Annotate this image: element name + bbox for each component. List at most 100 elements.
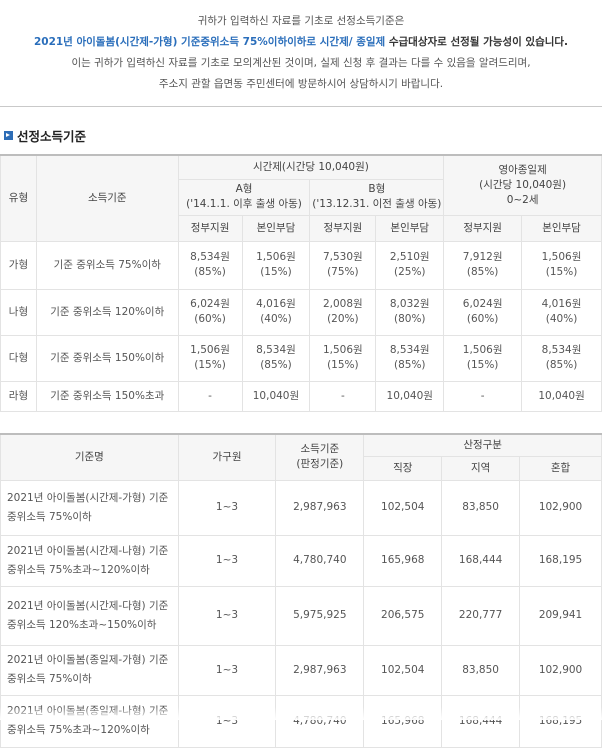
cell-value: 10,040원: [521, 380, 602, 412]
cell-percent: (15%): [260, 266, 292, 278]
header-mixed: 혼합: [519, 455, 602, 481]
row-household: 1~3: [177, 585, 277, 646]
row-income: 2,987,963: [275, 644, 365, 696]
cell-value: 8,534원: [541, 344, 582, 356]
notice-line-2-rest: 수급대상자로 선정될 가능성이 있습니다.: [385, 36, 569, 48]
cell: 2,008원 (20%): [309, 288, 377, 336]
row-income: 4,780,740: [275, 694, 365, 748]
row-household: 1~3: [177, 694, 277, 748]
table-row: 2021년 아이돌봄(종일제-가형) 기준중위소득 75%이하 1~3 2,98…: [0, 644, 602, 696]
header-region: 지역: [441, 455, 521, 481]
row-name: 2021년 아이돌봄(시간제-다형) 기준중위소득 120%초과~150%이하: [0, 585, 179, 646]
cell-percent: (15%): [466, 359, 499, 371]
cell-value: 10,040원: [375, 380, 445, 412]
row-mixed: 102,900: [519, 644, 602, 696]
cell: 8,032원 (80%): [375, 288, 445, 336]
cell-value: 10,040원: [241, 380, 311, 412]
cell-value: 2,510원: [389, 251, 430, 263]
cell-value: 8,534원: [256, 344, 296, 356]
row-type: 라형: [0, 380, 37, 412]
cell-value: -: [443, 380, 523, 412]
table-row: 다형 기준 중위소득 150%이하 1,506원 (15%) 8,534원 (85%…: [0, 334, 602, 382]
cell-value: -: [309, 380, 377, 412]
header-calc: 산정구분: [363, 433, 602, 457]
header-i-gov: 정부지원: [443, 214, 523, 242]
row-name: 2021년 아이돌봄(종일제-나형) 기준중위소득 75%초과~120%이하: [0, 694, 179, 748]
scroll-fade: [0, 707, 602, 720]
standard-amount-table: 기준명 가구원 소득기준 (판정기준) 산정구분 직장 지역 혼합 2021년 …: [0, 433, 602, 748]
row-region: 220,777: [441, 585, 521, 646]
header-i-self: 본인부담: [521, 214, 602, 242]
row-criteria: 기준 중위소득 150%초과: [35, 380, 179, 412]
row-household: 1~3: [177, 479, 277, 536]
header-a-type-title: A형: [235, 183, 253, 195]
cell-value: 7,530원: [322, 251, 363, 263]
header-income-sub: (판정기준): [296, 458, 344, 471]
header-a-self: 본인부담: [241, 214, 311, 242]
row-region: 168,444: [441, 694, 521, 748]
header-infant-rate: (시간당 10,040원): [479, 178, 567, 191]
header-infant: 영아종일제 (시간당 10,040원) 0~2세: [443, 154, 602, 216]
cell-value: 1,506원: [256, 251, 296, 263]
row-region: 168,444: [441, 534, 521, 587]
cell: 1,506원 (15%): [241, 240, 311, 290]
cell: 8,534원 (85%): [375, 334, 445, 382]
notice-line-4: 주소지 관할 읍면동 주민센터에 방문하시어 상담하시기 바랍니다.: [158, 78, 444, 90]
row-region: 83,850: [441, 644, 521, 696]
header-a-gov: 정부지원: [177, 214, 243, 242]
row-work: 206,575: [363, 585, 443, 646]
row-work: 165,968: [363, 694, 443, 748]
cell: 4,016원 (40%): [241, 288, 311, 336]
cell-value: 1,506원: [541, 251, 582, 263]
header-b-type-sub: ('13.12.31. 이전 출생 아동): [312, 198, 442, 210]
row-region: 83,850: [441, 479, 521, 536]
row-name: 2021년 아이돌봄(시간제-가형) 기준중위소득 75%이하: [0, 479, 179, 536]
row-mixed: 209,941: [519, 585, 602, 646]
section-title-text: 선정소득기준: [17, 128, 87, 144]
row-work: 102,504: [363, 644, 443, 696]
cell-percent: (20%): [327, 313, 359, 325]
table-row: 2021년 아이돌봄(시간제-나형) 기준중위소득 75%초과~120%이하 1…: [0, 534, 602, 587]
header-b-gov: 정부지원: [309, 214, 377, 242]
cell-value: 1,506원: [462, 344, 503, 356]
row-income: 5,975,925: [275, 585, 365, 646]
row-mixed: 168,195: [519, 534, 602, 587]
cell-value: 4,016원: [541, 298, 582, 310]
header-infant-title: 영아종일제: [498, 163, 547, 176]
table-row: 2021년 아이돌봄(시간제-다형) 기준중위소득 120%초과~150%이하 …: [0, 585, 602, 646]
row-work: 165,968: [363, 534, 443, 587]
cell-percent: (85%): [466, 266, 499, 278]
table-row: 2021년 아이돌봄(종일제-나형) 기준중위소득 75%초과~120%이하 1…: [0, 694, 602, 748]
row-work: 102,504: [363, 479, 443, 536]
cell: 1,506원 (15%): [309, 334, 377, 382]
cell: 8,534원 (85%): [241, 334, 311, 382]
cell-percent: (60%): [466, 313, 499, 325]
notice-line-2: 2021년 아이돌봄(시간제-가형) 기준중위소득 75%이하이하로 시간제/ …: [0, 32, 602, 53]
header-criteria: 소득기준: [35, 154, 179, 242]
cell-value: 2,008원: [322, 298, 363, 310]
header-income-title: 소득기준: [300, 443, 340, 456]
row-household: 1~3: [177, 644, 277, 696]
cell: 1,506원 (15%): [521, 240, 602, 290]
header-b-self: 본인부담: [375, 214, 445, 242]
row-type: 다형: [0, 334, 37, 382]
notice-line-3: 이는 귀하가 입력하신 자료를 기초로 모의계산된 것이며, 실제 신청 후 결…: [71, 57, 531, 69]
notice-line-1: 귀하가 입력하신 자료를 기초로 선정소득기준은: [197, 15, 405, 27]
row-mixed: 102,900: [519, 479, 602, 536]
cell-percent: (15%): [194, 359, 226, 371]
header-b-type-title: B형: [368, 183, 386, 195]
cell-percent: (80%): [393, 313, 426, 325]
cell-value: 8,032원: [389, 298, 430, 310]
cell-percent: (85%): [260, 359, 292, 371]
cell-percent: (60%): [194, 313, 226, 325]
cell: 8,534원 (85%): [177, 240, 243, 290]
cell-value: 1,506원: [322, 344, 363, 356]
cell-percent: (85%): [393, 359, 426, 371]
header-name: 기준명: [0, 433, 179, 481]
header-infant-age: 0~2세: [506, 193, 539, 206]
header-type: 유형: [0, 154, 37, 242]
row-criteria: 기준 중위소득 150%이하: [35, 334, 179, 382]
cell: 6,024원 (60%): [443, 288, 523, 336]
header-a-type-sub: ('14.1.1. 이후 출생 아동): [186, 198, 302, 210]
cell-value: 1,506원: [190, 344, 230, 356]
